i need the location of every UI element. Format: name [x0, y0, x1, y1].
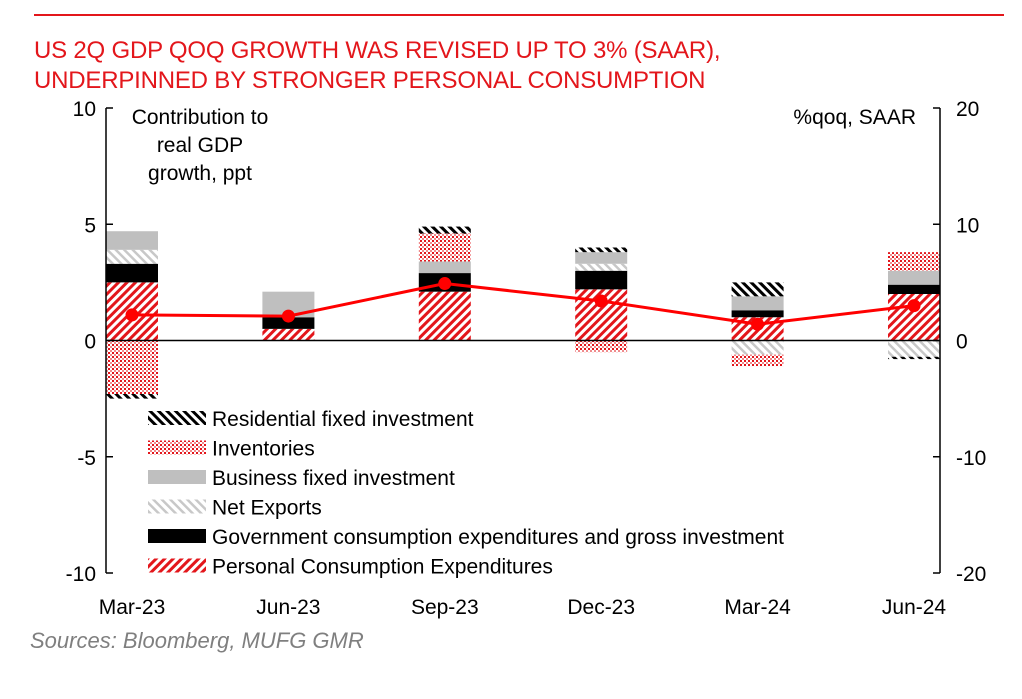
bar-gov-jun-23	[262, 317, 315, 329]
gdp-growth-point-dec-23	[594, 294, 608, 308]
bar-nx-jun-24	[888, 340, 940, 357]
gdp-growth-point-mar-23	[125, 308, 139, 322]
legend-label-res: Residential fixed investment	[212, 408, 474, 431]
axis-text-layer: 10 5 0 -5 -10 20 10 0 -10 -20 Mar-23 Jun-23 Sep-23 De…	[66, 98, 987, 619]
bar-bfi-mar-24	[731, 296, 784, 311]
bar-inv-sep-23	[418, 233, 471, 262]
left-axis-title-line: real GDP	[157, 134, 243, 157]
gdp-growth-point-jun-24	[907, 299, 921, 313]
bar-bfi-jun-24	[888, 270, 940, 285]
bar-gov-dec-23	[575, 270, 628, 290]
left-tick-label: 0	[84, 331, 96, 354]
legend-label-nx: Net Exports	[212, 497, 322, 520]
right-tick-label: -20	[956, 563, 986, 586]
bar-res-mar-24	[731, 282, 784, 297]
chart-title-line-2: UNDERPINNED BY STRONGER PERSONAL CONSUMP…	[34, 67, 706, 94]
legend-label-gov: Government consumption expenditures and …	[212, 526, 784, 549]
x-tick-label: Dec-23	[567, 596, 635, 619]
bar-bfi-mar-23	[106, 231, 158, 250]
bar-pce-sep-23	[418, 291, 471, 341]
legend-swatch-inv	[148, 440, 206, 455]
right-tick-label: -10	[956, 447, 986, 470]
bar-gov-mar-23	[106, 263, 158, 283]
left-axis-title-line: growth, ppt	[148, 162, 252, 185]
bar-inv-mar-24	[731, 354, 784, 367]
x-tick-label: Jun-24	[882, 596, 947, 619]
legend-label-bfi: Business fixed investment	[212, 467, 455, 490]
x-tick-label: Sep-23	[411, 596, 479, 619]
legend: Residential fixed investment Inventories B…	[148, 408, 784, 579]
right-tick-label: 20	[956, 98, 979, 121]
bar-gov-mar-24	[731, 310, 784, 318]
bar-res-sep-23	[418, 226, 471, 234]
legend-swatch-bfi	[148, 470, 206, 484]
left-axis-title-line: Contribution to	[132, 106, 269, 129]
bar-pce-jun-23	[262, 328, 315, 341]
bar-inv-dec-23	[575, 340, 628, 353]
legend-swatch-res	[148, 411, 206, 425]
bar-inv-mar-23	[106, 340, 158, 394]
x-tick-label: Jun-23	[256, 596, 320, 619]
gdp-line-layer	[125, 277, 921, 331]
top-rule	[34, 14, 1004, 16]
bar-inv-jun-24	[888, 252, 940, 271]
bar-gov-jun-24	[888, 284, 940, 294]
right-tick-label: 0	[956, 331, 968, 354]
gdp-growth-point-jun-23	[281, 309, 295, 323]
gdp-growth-line	[131, 282, 915, 326]
legend-label-pce: Personal Consumption Expenditures	[212, 556, 553, 579]
bar-res-dec-23	[575, 247, 628, 253]
right-axis-title: %qoq, SAAR	[793, 106, 916, 129]
bar-bfi-dec-23	[575, 252, 628, 264]
chart-title: US 2Q GDP QOQ GROWTH WAS REVISED UP TO 3…	[34, 36, 994, 96]
legend-swatch-pce	[148, 558, 206, 573]
bar-nx-mar-23	[106, 249, 158, 264]
left-tick-label: 5	[84, 214, 96, 237]
bar-nx-mar-24	[731, 340, 784, 355]
gdp-growth-point-sep-23	[438, 277, 452, 291]
legend-label-inv: Inventories	[212, 438, 315, 461]
source-note: Sources: Bloomberg, MUFG GMR	[30, 628, 364, 653]
bar-res-mar-23	[106, 393, 158, 399]
x-tick-label: Mar-23	[99, 596, 166, 619]
x-tick-label: Mar-24	[724, 596, 791, 619]
legend-swatch-gov	[148, 529, 206, 543]
left-tick-label: -10	[66, 563, 96, 586]
gdp-growth-point-mar-24	[751, 317, 765, 331]
bar-layer	[106, 226, 940, 399]
left-tick-label: -5	[77, 447, 96, 470]
bar-nx-dec-23	[575, 263, 628, 271]
right-tick-label: 10	[956, 214, 979, 237]
legend-swatch-nx	[148, 499, 206, 514]
axes-layer	[105, 107, 941, 574]
chart-title-line-1: US 2Q GDP QOQ GROWTH WAS REVISED UP TO 3…	[34, 37, 721, 64]
bar-bfi-sep-23	[418, 261, 471, 274]
bar-res-jun-24	[888, 356, 940, 360]
left-tick-label: 10	[73, 98, 96, 121]
